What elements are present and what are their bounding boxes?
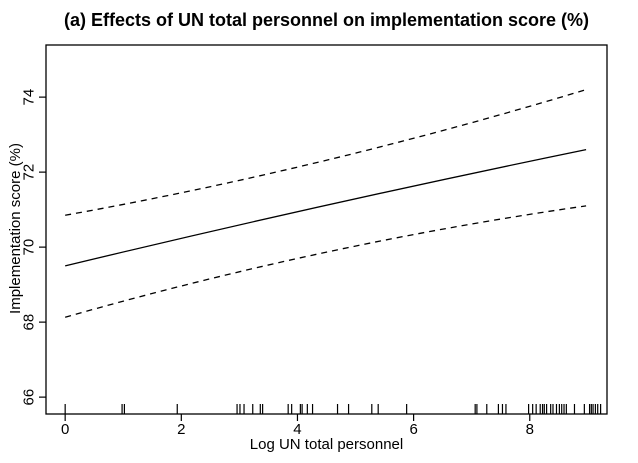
y-tick-label: 66: [21, 389, 38, 406]
y-tick-label: 68: [21, 314, 38, 331]
y-tick-label: 72: [21, 164, 38, 181]
x-tick-label: 2: [177, 421, 185, 438]
plot-box: [45, 44, 608, 415]
ci-upper-line: [65, 89, 587, 216]
ci-lower-line: [64, 205, 587, 318]
fitted-line: [65, 148, 587, 267]
chart-title: (a) Effects of UN total personnel on imp…: [63, 10, 590, 30]
x-tick-label: 0: [61, 421, 69, 438]
x-axis-title: Log UN total personnel: [249, 436, 404, 453]
y-axis-title: Implementation score (%): [7, 143, 24, 314]
x-tick-label: 4: [293, 421, 301, 438]
y-tick-label: 74: [21, 89, 38, 106]
x-tick-label: 6: [409, 421, 417, 438]
x-tick-label: 8: [526, 421, 534, 438]
y-tick-label: 70: [21, 239, 38, 256]
